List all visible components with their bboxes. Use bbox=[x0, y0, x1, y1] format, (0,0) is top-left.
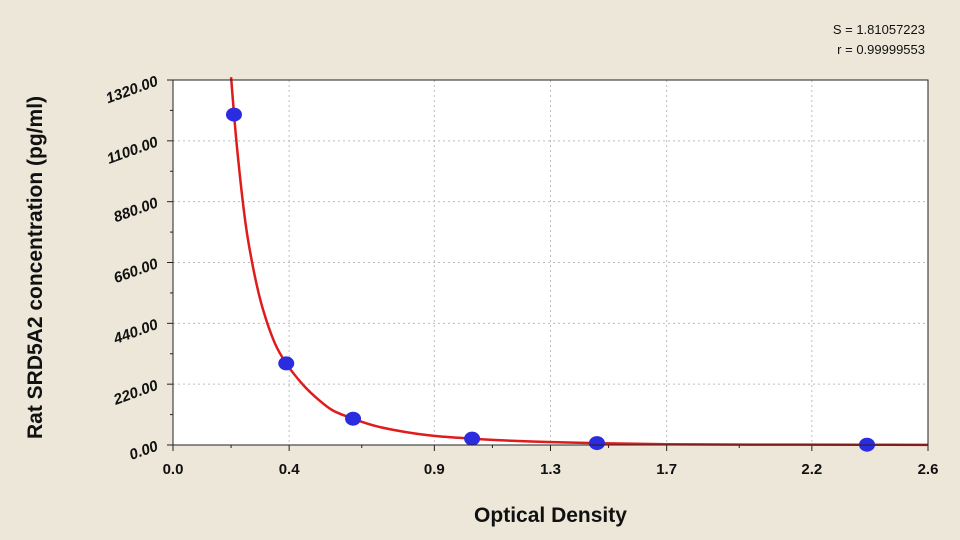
x-tick-label: 0.9 bbox=[424, 461, 445, 478]
x-tick-label: 2.2 bbox=[801, 461, 822, 478]
x-tick-label: 2.6 bbox=[918, 461, 939, 478]
plot-frame bbox=[172, 79, 929, 446]
x-tick-label: 0.0 bbox=[163, 461, 184, 478]
x-tick-labels: 0.0 0.4 0.9 1.3 1.7 2.2 2.6 bbox=[163, 461, 939, 478]
data-point bbox=[464, 431, 481, 446]
grid bbox=[173, 80, 928, 445]
r-statistic: r = 0.99999553 bbox=[837, 42, 925, 57]
s-statistic: S = 1.81057223 bbox=[833, 22, 925, 37]
data-points bbox=[225, 107, 876, 452]
data-point bbox=[225, 107, 242, 122]
x-tick-label: 1.3 bbox=[540, 461, 561, 478]
data-point bbox=[588, 436, 605, 451]
x-tick-label: 1.7 bbox=[656, 461, 677, 478]
y-axis-title: Rat SRD5A2 concentration (pg/ml) bbox=[24, 96, 47, 439]
x-axis-title: Optical Density bbox=[474, 504, 627, 527]
data-point bbox=[278, 356, 295, 371]
x-tick-label: 0.4 bbox=[279, 461, 301, 478]
data-point bbox=[345, 411, 362, 426]
